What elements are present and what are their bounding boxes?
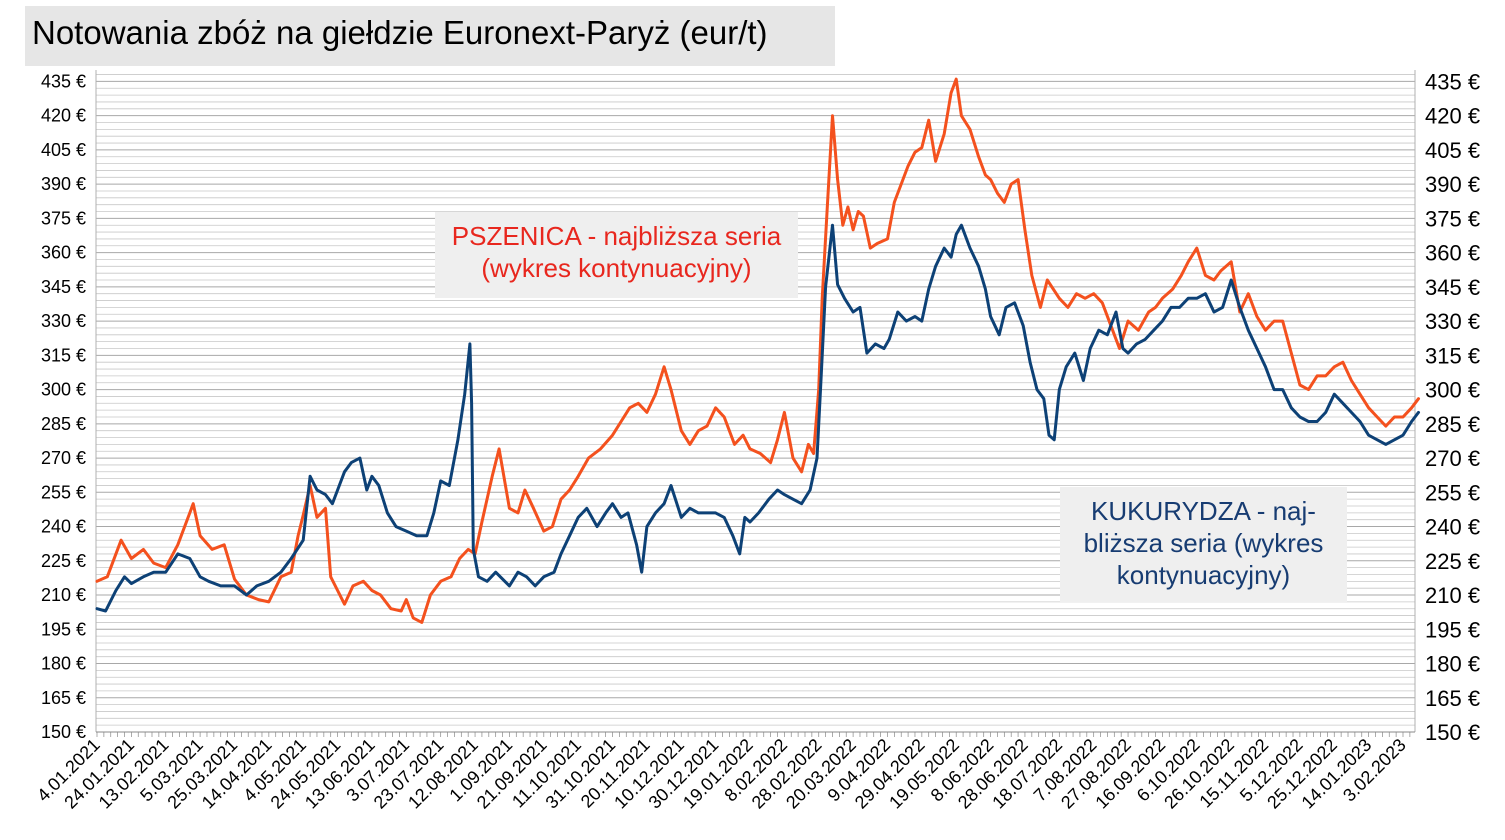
y-tick-label-left: 285 €	[41, 414, 86, 434]
y-tick-label-right: 225 €	[1425, 549, 1480, 574]
y-tick-label-right: 180 €	[1425, 652, 1480, 677]
y-tick-label-right: 360 €	[1425, 241, 1480, 266]
y-tick-label-right: 390 €	[1425, 172, 1480, 197]
y-tick-label-right: 210 €	[1425, 583, 1480, 608]
y-tick-label-right: 285 €	[1425, 412, 1480, 437]
y-tick-label-left: 195 €	[41, 619, 86, 639]
corn-label-line-2: bliższa seria (wykres	[1083, 528, 1324, 558]
y-tick-label-right: 270 €	[1425, 446, 1480, 471]
title-box	[25, 6, 835, 66]
y-tick-label-left: 180 €	[41, 654, 86, 674]
y-tick-label-right: 420 €	[1425, 104, 1480, 129]
y-axis-right: 150 € 165 € 180 € 195 € 210 € 225 € 240 € 255 €…	[1425, 69, 1480, 745]
y-tick-label-right: 435 €	[1425, 69, 1480, 94]
y-tick-label-right: 315 €	[1425, 343, 1480, 368]
y-tick-label-right: 405 €	[1425, 138, 1480, 163]
y-tick-label-left: 300 €	[41, 380, 86, 400]
corn-label-line-1: KUKURYDZA - naj-	[1091, 496, 1316, 526]
y-tick-label-left: 210 €	[41, 585, 86, 605]
y-tick-label-left: 165 €	[41, 688, 86, 708]
y-tick-label-right: 165 €	[1425, 686, 1480, 711]
wheat-label-line-2: (wykres kontynuacyjny)	[481, 253, 752, 283]
y-tick-label-left: 240 €	[41, 517, 86, 537]
y-tick-label-right: 255 €	[1425, 480, 1480, 505]
chart-title: Notowania zbóż na giełdzie Euronext-Pary…	[32, 14, 768, 51]
y-tick-label-left: 435 €	[41, 71, 86, 91]
grid	[95, 70, 1416, 733]
corn-series-label: KUKURYDZA - naj- bliższa seria (wykres k…	[1060, 487, 1347, 602]
wheat-series-line	[95, 77, 1420, 624]
corn-label-line-3: kontynuacyjny)	[1116, 560, 1291, 590]
series-lines	[95, 77, 1420, 624]
y-tick-label-left: 390 €	[41, 174, 86, 194]
y-tick-label-left: 255 €	[41, 482, 86, 502]
y-tick-label-left: 270 €	[41, 448, 86, 468]
y-tick-label-right: 330 €	[1425, 309, 1480, 334]
y-tick-label-left: 150 €	[41, 722, 86, 742]
y-tick-label-right: 150 €	[1425, 720, 1480, 745]
y-tick-label-left: 330 €	[41, 311, 86, 331]
y-axis-left: 150 € 165 € 180 € 195 € 210 € 225 € 240 € 255 €…	[41, 71, 86, 742]
y-tick-label-left: 315 €	[41, 345, 86, 365]
y-tick-label-left: 375 €	[41, 208, 86, 228]
wheat-label-line-1: PSZENICA - najbliższa seria	[451, 221, 782, 251]
corn-series-line	[95, 223, 1420, 613]
wheat-series-label: PSZENICA - najbliższa seria (wykres kont…	[435, 212, 798, 298]
x-axis: 4.01.202124.01.202113.02.20215.03.202125…	[33, 732, 1411, 813]
y-tick-label-right: 195 €	[1425, 617, 1480, 642]
y-tick-label-right: 240 €	[1425, 515, 1480, 540]
y-tick-label-left: 225 €	[41, 551, 86, 571]
y-tick-label-right: 300 €	[1425, 378, 1480, 403]
y-tick-label-left: 345 €	[41, 277, 86, 297]
y-tick-label-left: 420 €	[41, 106, 86, 126]
y-tick-label-left: 405 €	[41, 140, 86, 160]
y-tick-label-right: 345 €	[1425, 275, 1480, 300]
y-tick-label-left: 360 €	[41, 243, 86, 263]
y-tick-label-right: 375 €	[1425, 206, 1480, 231]
